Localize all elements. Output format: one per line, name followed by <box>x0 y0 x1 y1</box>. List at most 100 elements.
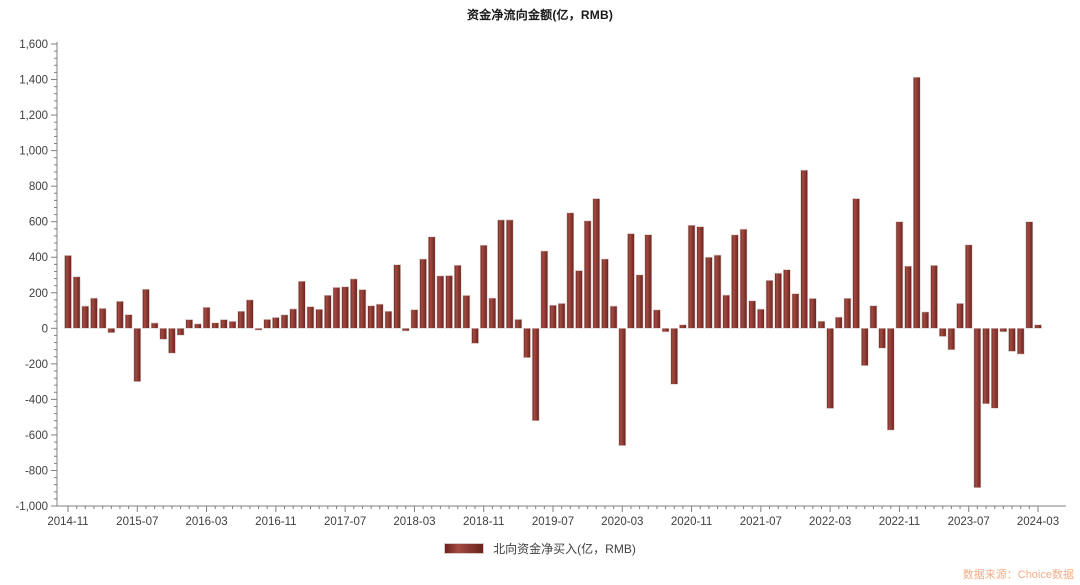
x-tick-label: 2024-03 <box>1017 516 1059 528</box>
x-tick-label: 2020-11 <box>671 516 712 528</box>
bar <box>324 294 332 329</box>
bar <box>757 308 765 329</box>
bar <box>176 328 185 336</box>
bar <box>930 265 938 329</box>
bar <box>904 265 912 329</box>
bar <box>549 304 557 329</box>
bar <box>1025 221 1034 329</box>
bar <box>107 328 116 334</box>
bar <box>540 250 549 329</box>
bar <box>739 228 748 329</box>
bar <box>1034 324 1042 329</box>
y-tick-label: 200 <box>29 288 48 300</box>
legend-swatch <box>444 543 485 554</box>
y-tick-label: 1,400 <box>19 75 48 87</box>
bar <box>895 221 904 329</box>
x-tick-label: 2018-11 <box>463 516 504 528</box>
bar <box>523 328 531 358</box>
bar <box>81 305 90 329</box>
x-tick-label: 2016-11 <box>255 516 296 528</box>
bar <box>635 274 644 329</box>
bar <box>246 299 254 329</box>
bar <box>462 295 471 329</box>
bar <box>869 305 878 329</box>
bar <box>575 270 583 329</box>
bar <box>947 328 956 351</box>
bar <box>964 244 973 329</box>
bar <box>445 275 453 329</box>
bar <box>315 308 323 329</box>
bar <box>237 310 245 329</box>
bar <box>410 309 419 329</box>
bar <box>938 328 947 337</box>
bar <box>609 305 618 329</box>
bar <box>861 328 869 366</box>
bar <box>592 198 601 329</box>
bar <box>774 272 782 329</box>
y-tick-label: -800 <box>25 465 48 477</box>
x-tick-label: 2017-07 <box>324 516 366 528</box>
bar <box>800 169 808 329</box>
bar <box>202 307 211 329</box>
bar <box>159 328 168 340</box>
bar <box>618 328 627 446</box>
y-tick-label: -1,000 <box>15 501 48 513</box>
bar <box>809 298 817 329</box>
y-tick-label: 1,200 <box>19 110 48 122</box>
bar <box>124 314 133 329</box>
bar <box>999 328 1008 333</box>
x-tick-label: 2019-07 <box>532 516 574 528</box>
bar <box>731 234 739 329</box>
bar <box>817 320 826 329</box>
bar <box>341 286 349 329</box>
bar <box>194 323 202 329</box>
bar <box>531 328 540 422</box>
bar <box>393 264 401 329</box>
x-tick-label: 2022-03 <box>809 516 851 528</box>
bar <box>220 319 228 329</box>
y-tick-label: -400 <box>25 394 48 406</box>
bar <box>384 310 393 329</box>
y-tick-label: 0 <box>42 323 48 335</box>
data-source-note: 数据来源：Choice数据 <box>962 569 1074 581</box>
y-tick-label: 600 <box>29 217 48 229</box>
bar <box>367 305 375 329</box>
bar <box>168 328 176 354</box>
bar <box>453 264 462 329</box>
y-tick-label: 400 <box>29 252 48 264</box>
bar <box>488 297 497 329</box>
bar <box>479 244 488 329</box>
bar <box>687 224 696 329</box>
x-tick-label: 2023-07 <box>948 516 990 528</box>
bar <box>1016 328 1025 355</box>
bar <box>973 328 982 488</box>
bar <box>566 212 575 329</box>
bar <box>765 280 774 329</box>
bar <box>627 233 635 329</box>
bar <box>835 316 843 329</box>
bar <box>150 322 159 329</box>
bar <box>211 322 219 329</box>
bar <box>436 275 445 329</box>
bar <box>254 328 263 331</box>
x-tick-label: 2016-03 <box>185 516 227 528</box>
bar <box>912 76 921 329</box>
bar <box>90 297 98 329</box>
bar <box>289 308 297 329</box>
bar <box>332 287 341 329</box>
y-tick-label: 800 <box>29 181 48 193</box>
bar <box>306 306 315 329</box>
legend-label: 北向资金净买入(亿，RMB) <box>493 542 636 556</box>
bar <box>419 258 427 329</box>
bar <box>72 276 81 329</box>
bar <box>791 293 800 329</box>
bar <box>843 297 852 329</box>
bar <box>887 328 895 431</box>
bar <box>280 314 289 329</box>
bar <box>133 328 142 382</box>
bar-series <box>64 76 1042 488</box>
x-tick-label: 2021-07 <box>740 516 782 528</box>
y-tick-label: 1,000 <box>19 146 48 158</box>
bar <box>497 219 505 329</box>
bar <box>471 328 479 344</box>
